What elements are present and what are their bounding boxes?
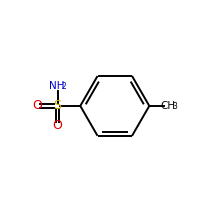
Text: O: O xyxy=(53,119,63,132)
Text: 3: 3 xyxy=(172,102,177,111)
Text: 2: 2 xyxy=(61,82,66,91)
Text: O: O xyxy=(32,99,42,112)
Text: S: S xyxy=(54,99,62,112)
Text: NH: NH xyxy=(49,81,64,91)
Text: CH: CH xyxy=(160,101,175,111)
